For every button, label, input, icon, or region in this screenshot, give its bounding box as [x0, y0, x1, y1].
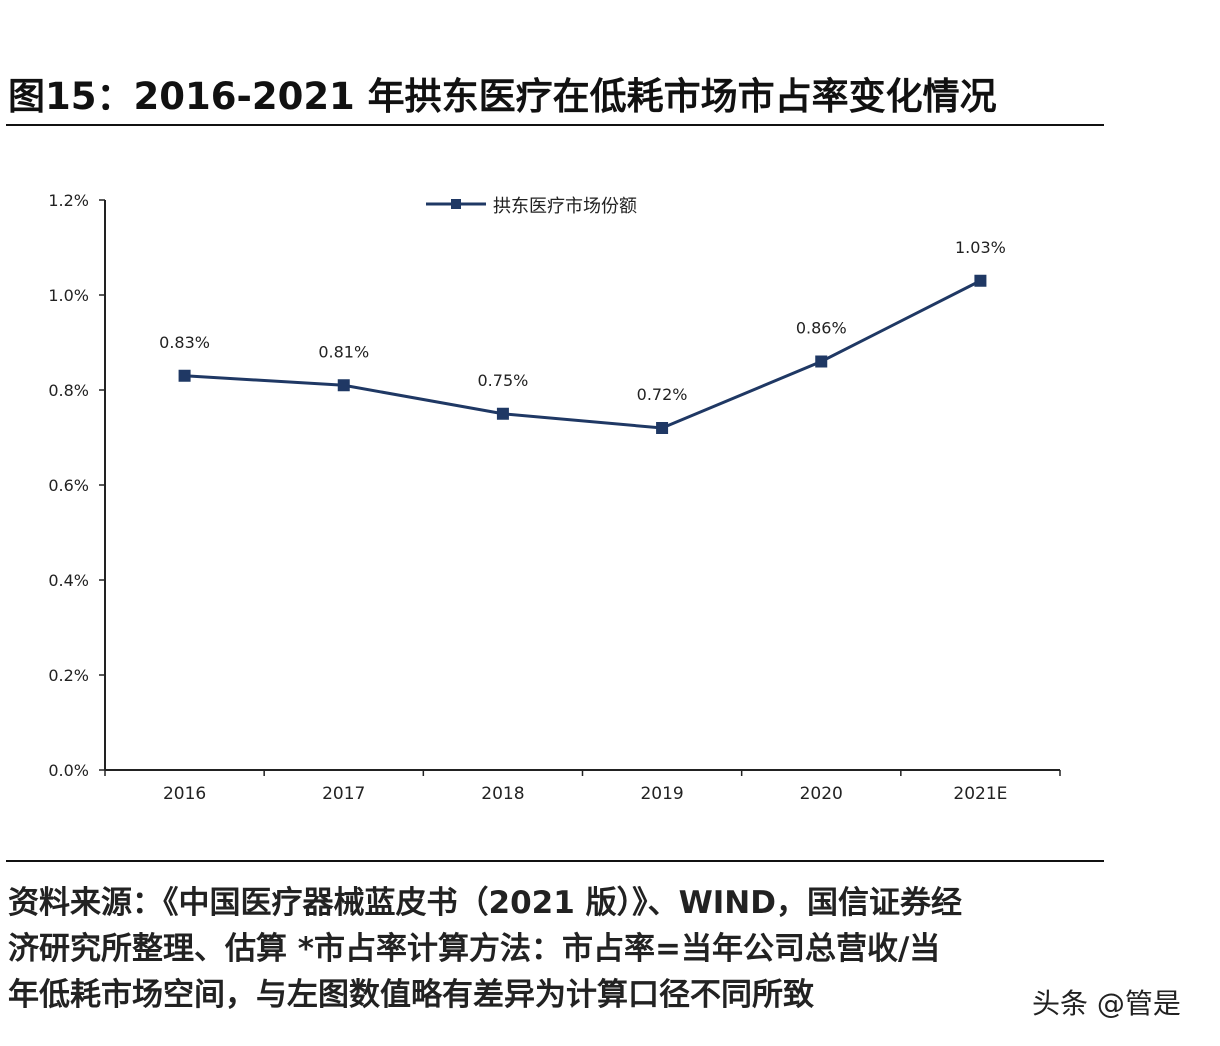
y-tick-label: 0.4%	[48, 571, 89, 590]
x-tick-label: 2016	[163, 784, 206, 804]
line-chart: 0.0% 0.2% 0.4% 0.6% 0.8% 1.0% 1.2% 2016 2017 2018…	[48, 191, 1061, 804]
series-line	[184, 279, 982, 430]
watermark: 头条 @管是	[1032, 987, 1181, 1020]
source-rule	[6, 860, 1104, 862]
data-point	[974, 274, 987, 287]
data-label: 0.72%	[637, 385, 688, 404]
data-label: 0.75%	[478, 371, 529, 390]
legend-marker	[451, 199, 461, 209]
source-line: 年低耗市场空间，与左图数值略有差异为计算口径不同所致	[8, 977, 814, 1013]
y-tick-label: 0.0%	[48, 761, 89, 780]
data-point	[496, 407, 509, 420]
data-point	[178, 369, 191, 382]
title-rule	[6, 124, 1104, 126]
x-tick-label: 2021E	[953, 784, 1007, 804]
y-tick-label: 0.8%	[48, 381, 89, 400]
y-tick-label: 1.2%	[48, 191, 89, 210]
x-tick-label: 2018	[481, 784, 524, 804]
data-point	[815, 355, 828, 368]
y-tick-label: 1.0%	[48, 286, 89, 305]
data-label: 0.83%	[159, 333, 210, 352]
data-point	[337, 379, 350, 392]
data-label: 1.03%	[955, 238, 1006, 257]
data-point	[656, 422, 669, 434]
x-tick-label: 2017	[322, 784, 365, 804]
data-label: 0.81%	[318, 342, 369, 361]
x-tick-label: 2020	[800, 784, 843, 804]
source-line: 资料来源：《中国医疗器械蓝皮书（2021 版）》、WIND，国信证券经	[8, 885, 962, 921]
x-tick-label: 2019	[640, 784, 683, 804]
source-note: 资料来源：《中国医疗器械蓝皮书（2021 版）》、WIND，国信证券经 济研究所…	[8, 880, 1108, 1018]
figure-title: 图15：2016-2021 年拱东医疗在低耗市场市占率变化情况	[8, 75, 997, 118]
legend-label: 拱东医疗市场份额	[493, 196, 637, 217]
source-line: 济研究所整理、估算 *市占率计算方法：市占率=当年公司总营收/当	[8, 931, 941, 967]
data-label: 0.86%	[796, 319, 847, 338]
y-tick-label: 0.6%	[48, 476, 89, 495]
y-tick-label: 0.2%	[48, 666, 89, 685]
